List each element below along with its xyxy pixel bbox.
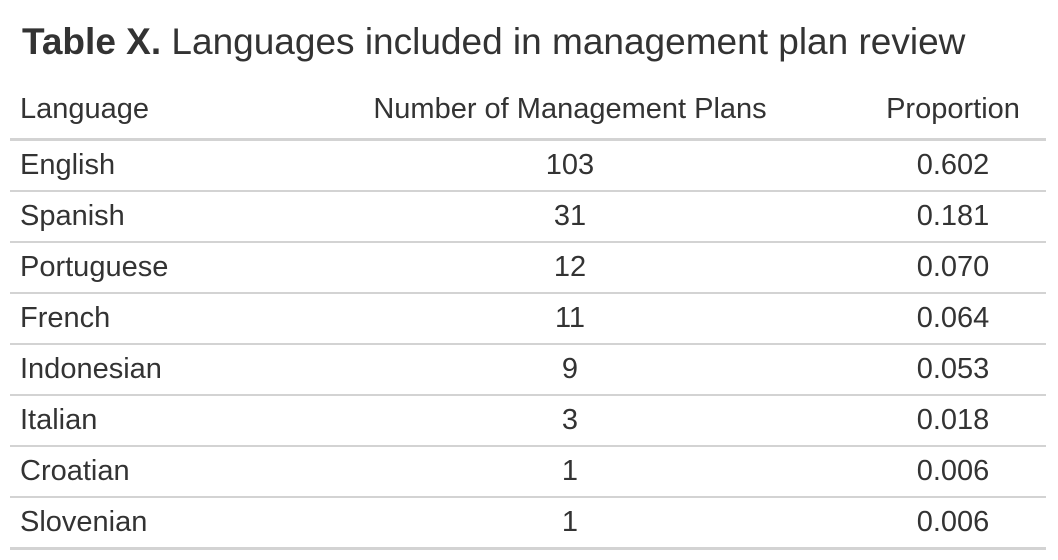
header-row: Language Number of Management Plans Prop…: [10, 80, 1046, 141]
table-row: Portuguese 12 0.070: [10, 242, 1046, 294]
cell-count: 1: [280, 446, 860, 498]
table-body: English 103 0.602 Spanish 31 0.181 Portuguese 1…: [10, 139, 1046, 550]
cell-count: 31: [280, 191, 860, 243]
table-title-prefix: Table X.: [22, 21, 162, 62]
cell-language: French: [10, 293, 280, 345]
cell-proportion: 0.018: [860, 395, 1046, 447]
cell-language: Indonesian: [10, 344, 280, 396]
cell-count: 3: [280, 395, 860, 447]
table-row: Slovenian 1 0.006: [10, 497, 1046, 550]
cell-count: 9: [280, 344, 860, 396]
cell-proportion: 0.602: [860, 139, 1046, 192]
table-header: Language Number of Management Plans Prop…: [10, 80, 1046, 141]
cell-proportion: 0.064: [860, 293, 1046, 345]
cell-proportion: 0.006: [860, 446, 1046, 498]
cell-count: 103: [280, 139, 860, 192]
cell-language: Italian: [10, 395, 280, 447]
table-title: Table X. Languages included in managemen…: [22, 20, 965, 64]
cell-count: 12: [280, 242, 860, 294]
cell-language: English: [10, 139, 280, 192]
column-header-count: Number of Management Plans: [280, 80, 860, 141]
table-row: Italian 3 0.018: [10, 395, 1046, 447]
column-header-language: Language: [10, 80, 280, 141]
cell-language: Portuguese: [10, 242, 280, 294]
table-row: Spanish 31 0.181: [10, 191, 1046, 243]
data-table: Language Number of Management Plans Prop…: [10, 80, 1046, 550]
cell-language: Croatian: [10, 446, 280, 498]
table-row: French 11 0.064: [10, 293, 1046, 345]
cell-count: 1: [280, 497, 860, 550]
table-row: Indonesian 9 0.053: [10, 344, 1046, 396]
cell-language: Slovenian: [10, 497, 280, 550]
column-header-proportion: Proportion: [860, 80, 1046, 141]
cell-proportion: 0.006: [860, 497, 1046, 550]
table-title-text: Languages included in management plan re…: [161, 21, 966, 62]
cell-language: Spanish: [10, 191, 280, 243]
table-row: Croatian 1 0.006: [10, 446, 1046, 498]
cell-proportion: 0.053: [860, 344, 1046, 396]
cell-proportion: 0.070: [860, 242, 1046, 294]
cell-count: 11: [280, 293, 860, 345]
cell-proportion: 0.181: [860, 191, 1046, 243]
table-row: English 103 0.602: [10, 139, 1046, 192]
